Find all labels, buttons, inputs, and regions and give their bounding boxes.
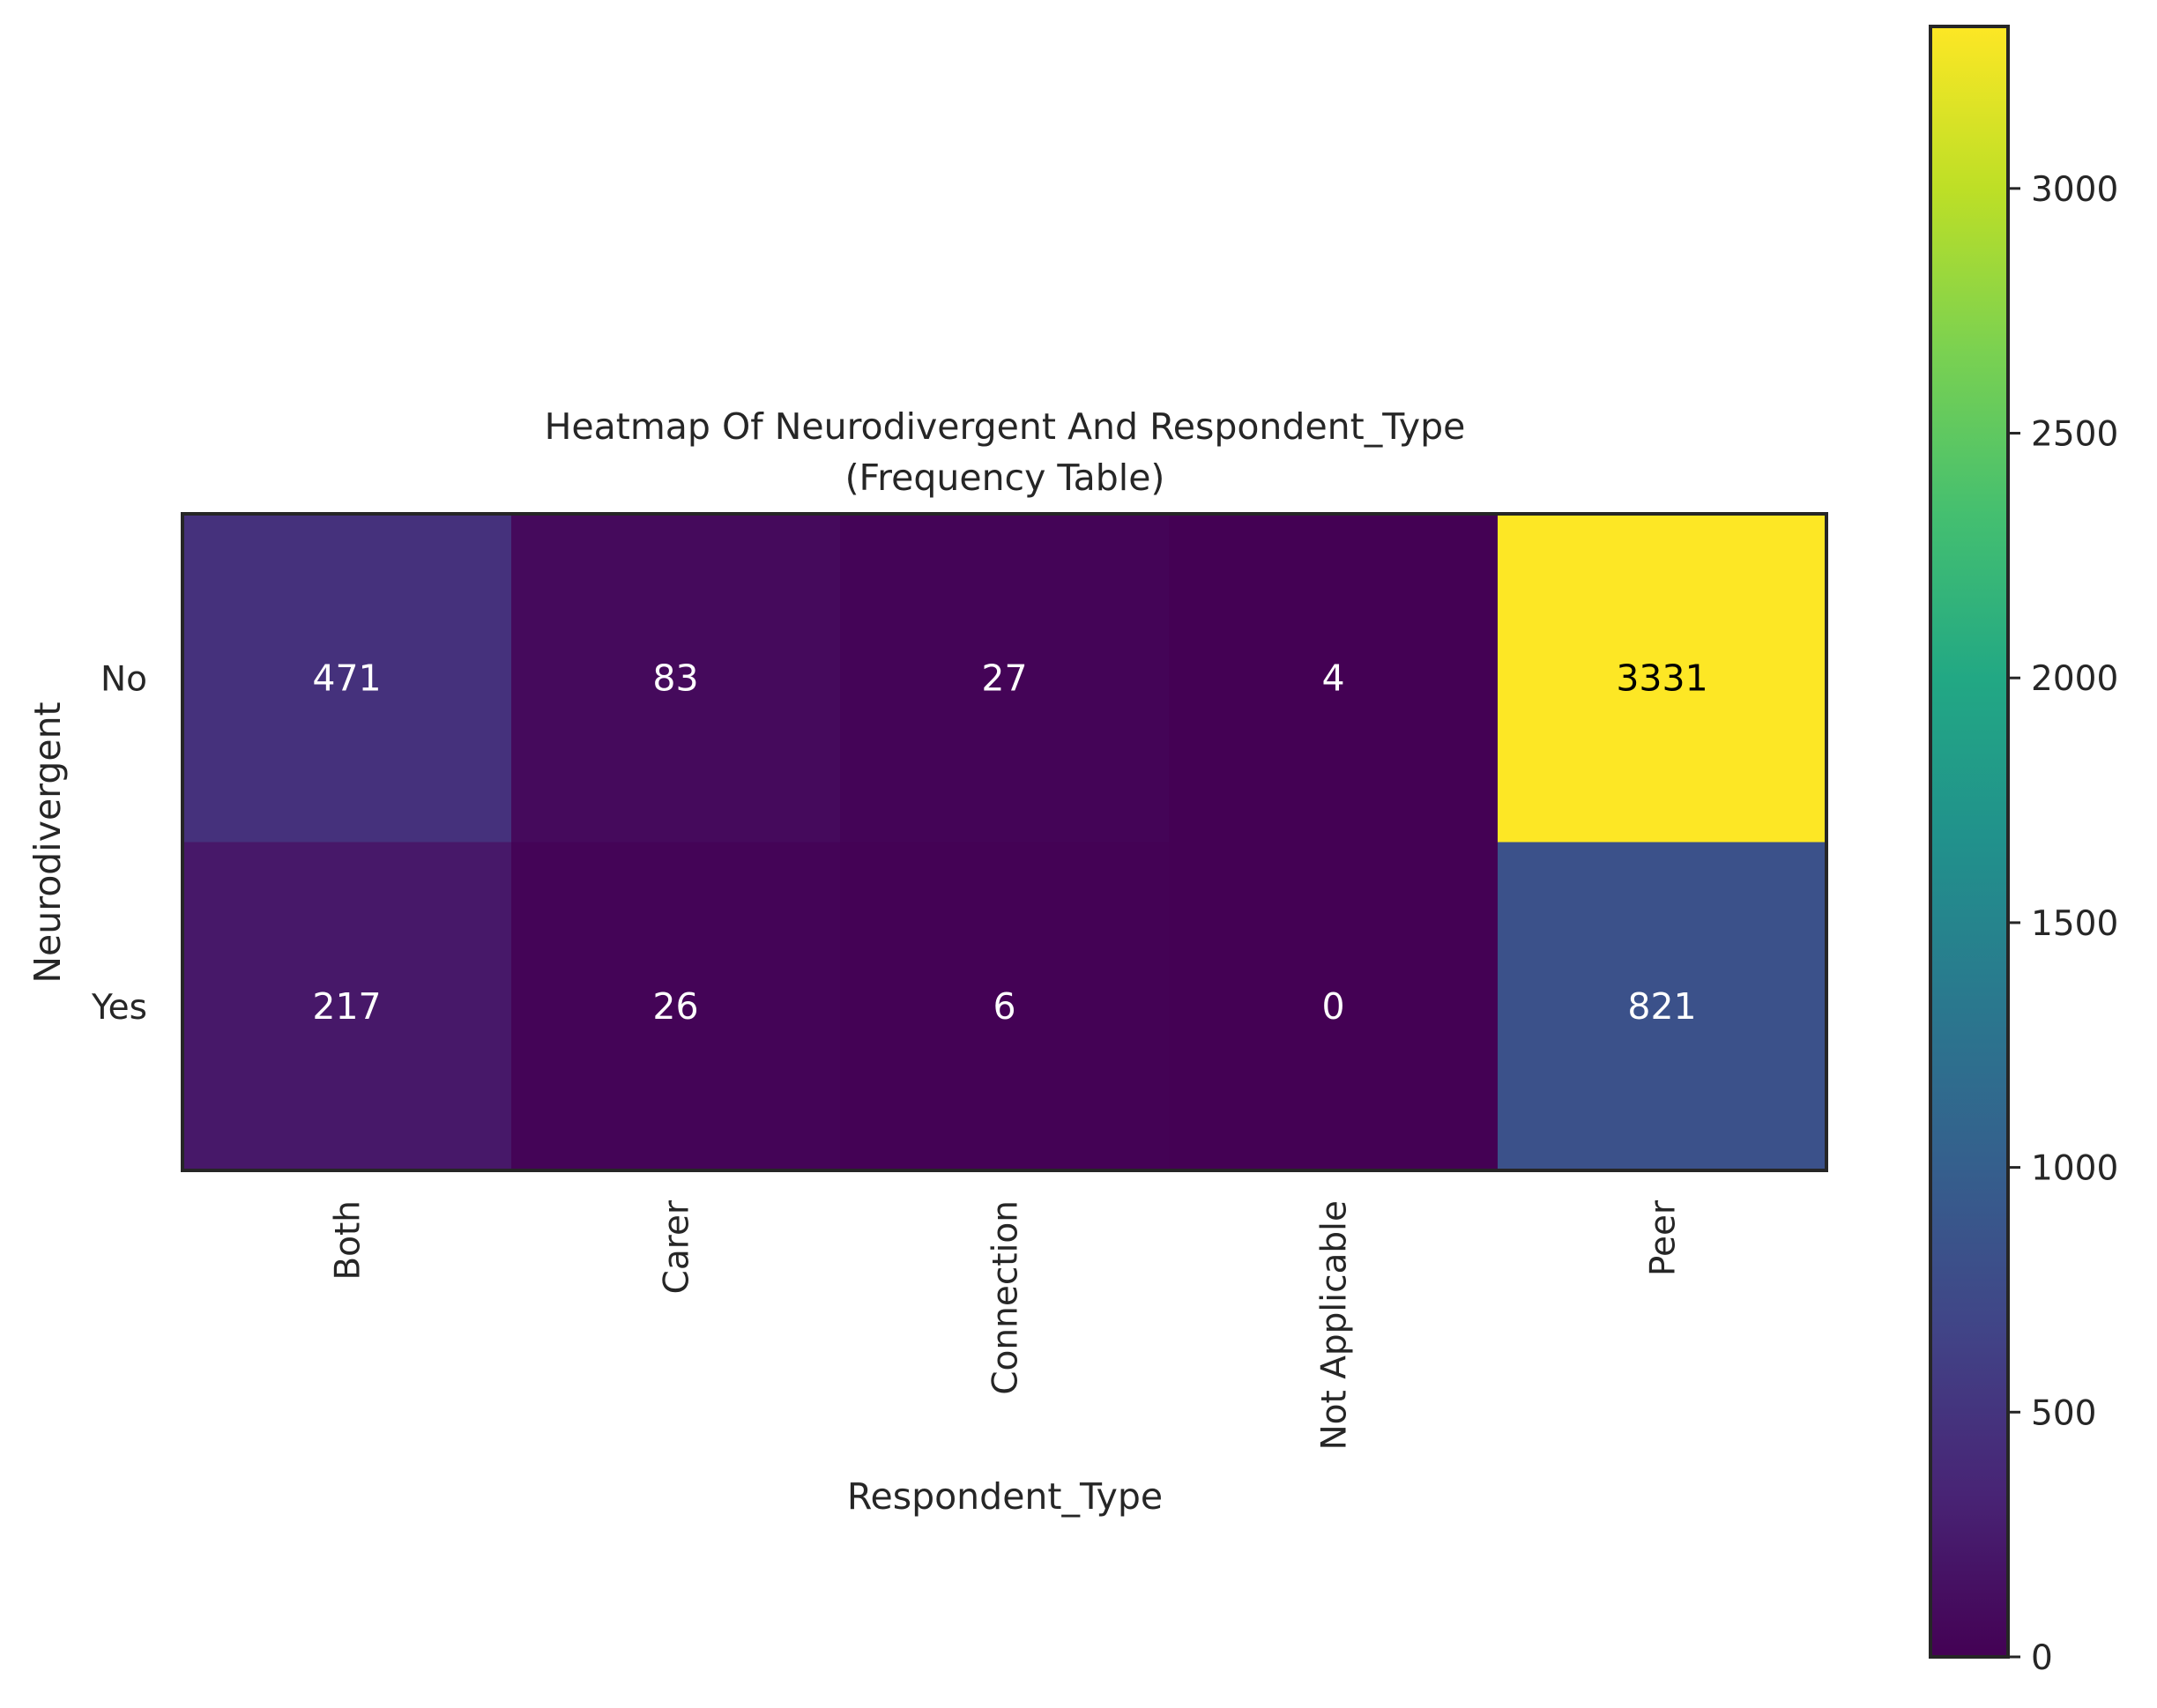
x-axis-label: Respondent_Type bbox=[847, 1475, 1163, 1518]
x-tick-labels: Both Carer Connection Not Applicable Peer bbox=[329, 1199, 1684, 1451]
heatmap-cell-no-connection bbox=[840, 514, 1170, 843]
colorbar-ticks: 0 500 1000 1500 2000 2500 3000 bbox=[2008, 170, 2118, 1678]
colorbar-tick-label-0: 0 bbox=[2031, 1638, 2053, 1678]
y-tick-labels: No Yes bbox=[91, 659, 147, 1028]
x-tick-label-carer: Carer bbox=[658, 1199, 697, 1294]
title-group: Heatmap Of Neurodivergent And Respondent… bbox=[545, 405, 1466, 499]
x-tick-label-both: Both bbox=[329, 1200, 368, 1281]
colorbar-frame bbox=[1929, 25, 2010, 1659]
cell-value-yes-carer: 26 bbox=[652, 985, 698, 1028]
heatmap-cell-no-both bbox=[182, 514, 512, 843]
cell-value-yes-peer: 821 bbox=[1627, 985, 1696, 1028]
cell-value-no-connection: 27 bbox=[981, 657, 1027, 699]
y-axis-label: Neurodivergent bbox=[26, 702, 69, 983]
heatmap-cell-yes-carer bbox=[511, 842, 841, 1171]
chart-title: Heatmap Of Neurodivergent And Respondent… bbox=[545, 405, 1466, 448]
heatmap-cell-no-carer bbox=[511, 514, 841, 843]
heatmap-cell-yes-peer bbox=[1498, 842, 1827, 1171]
cell-value-yes-not-applicable: 0 bbox=[1321, 985, 1344, 1028]
heatmap-cell-yes-connection bbox=[840, 842, 1170, 1171]
x-tick-label-connection: Connection bbox=[986, 1200, 1026, 1395]
cell-annotations: 471 83 27 4 3331 217 26 6 0 821 bbox=[312, 657, 1707, 1028]
colorbar-gradient bbox=[1930, 26, 2008, 1657]
chart-subtitle: (Frequency Table) bbox=[845, 457, 1165, 499]
y-tick-label-no: No bbox=[100, 659, 147, 699]
y-tick-label-yes: Yes bbox=[91, 988, 147, 1028]
x-tick-label-peer: Peer bbox=[1644, 1199, 1684, 1276]
colorbar-tick-label-1500: 1500 bbox=[2031, 904, 2118, 944]
heatmap-cell-yes-both bbox=[182, 842, 512, 1171]
heatmap-cell-no-not-applicable bbox=[1169, 514, 1499, 843]
cell-value-yes-both: 217 bbox=[312, 985, 381, 1028]
plot-frame bbox=[181, 512, 1828, 1172]
cell-value-no-both: 471 bbox=[312, 657, 381, 699]
colorbar-tick-label-3000: 3000 bbox=[2031, 170, 2118, 210]
colorbar-tick-label-500: 500 bbox=[2031, 1393, 2096, 1433]
cell-value-no-not-applicable: 4 bbox=[1321, 657, 1344, 699]
heatmap-cell-yes-not-applicable bbox=[1169, 842, 1499, 1171]
heatmap-cell-no-peer bbox=[1498, 514, 1827, 843]
cell-value-no-peer: 3331 bbox=[1616, 657, 1707, 699]
colorbar: 0 500 1000 1500 2000 2500 3000 bbox=[1929, 25, 2118, 1678]
colorbar-tick-label-1000: 1000 bbox=[2031, 1149, 2118, 1189]
heatmap-cells bbox=[182, 514, 1827, 1171]
colorbar-tick-label-2000: 2000 bbox=[2031, 659, 2118, 699]
colorbar-tick-label-2500: 2500 bbox=[2031, 415, 2118, 455]
x-tick-label-not-applicable: Not Applicable bbox=[1315, 1200, 1355, 1451]
cell-value-yes-connection: 6 bbox=[993, 985, 1015, 1028]
cell-value-no-carer: 83 bbox=[652, 657, 698, 699]
